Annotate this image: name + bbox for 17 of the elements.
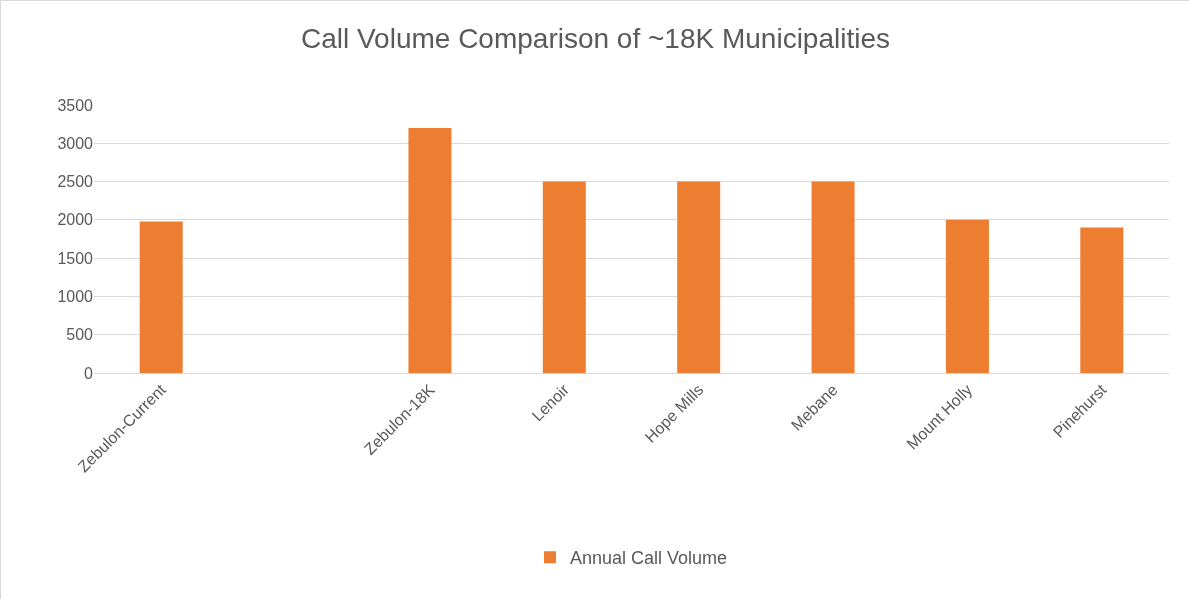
- legend-label: Annual Call Volume: [570, 548, 728, 569]
- y-tick-label: 2000: [57, 211, 94, 229]
- bar: [677, 181, 721, 373]
- bar: [811, 181, 855, 373]
- y-tick-label: 500: [66, 326, 94, 344]
- y-tick-label: 2500: [57, 173, 94, 191]
- y-tick-label: 3500: [57, 96, 94, 114]
- bar: [408, 127, 452, 373]
- bar: [945, 219, 989, 373]
- bar: [139, 221, 183, 373]
- bar: [542, 181, 586, 373]
- y-tick-label: 1500: [57, 249, 94, 267]
- y-tick-label: 3000: [57, 134, 94, 152]
- y-tick-label: 1000: [57, 288, 94, 306]
- chart-title: Call Volume Comparison of ~18K Municipalities: [300, 22, 891, 54]
- bar: [1080, 227, 1124, 373]
- y-tick-label: 0: [84, 364, 94, 382]
